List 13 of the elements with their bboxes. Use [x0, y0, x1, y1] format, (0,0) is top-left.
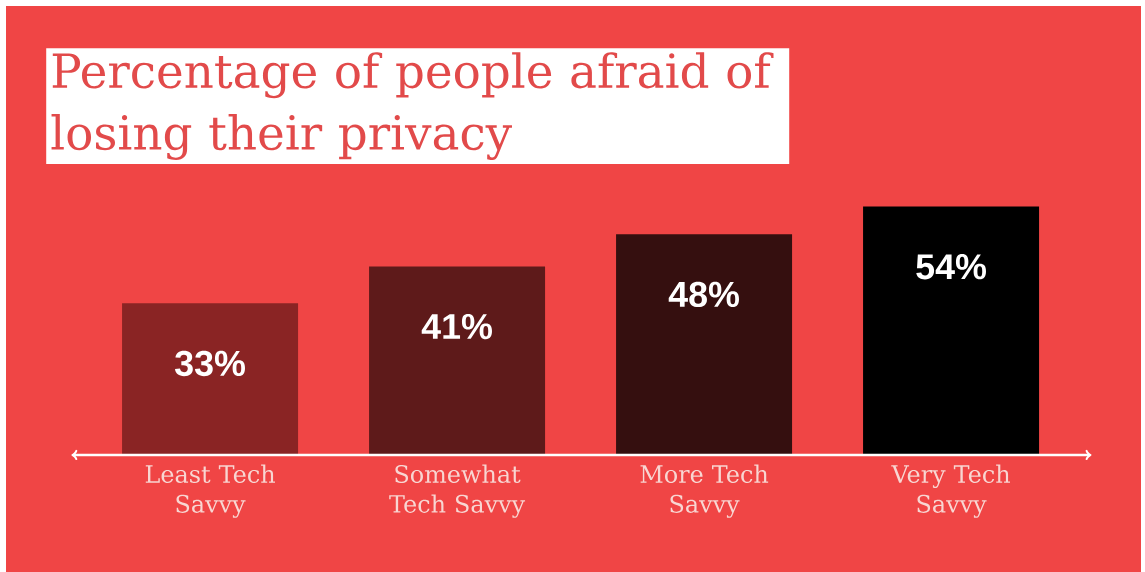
bar	[616, 234, 793, 455]
data-label: 54%	[916, 254, 986, 280]
bar	[863, 206, 1040, 455]
x-tick-label: Least Tech Savvy	[145, 464, 275, 518]
data-label: 33%	[175, 350, 245, 377]
bar	[122, 303, 299, 455]
data-label: 48%	[668, 281, 739, 308]
bar	[369, 266, 546, 455]
data-label: 41%	[421, 313, 492, 340]
x-tick-label: Very Tech Savvy	[891, 464, 1010, 518]
x-tick-label: Somewhat Tech Savvy	[389, 464, 526, 518]
chart-title: Percentage of people afraid of losing their privacy	[51, 52, 774, 160]
x-tick-label: More Tech Savvy	[640, 464, 769, 518]
